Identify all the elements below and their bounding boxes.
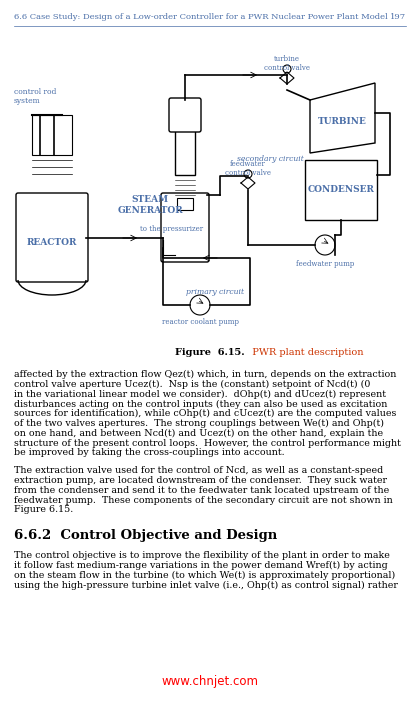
Text: TURBINE: TURBINE: [318, 117, 366, 126]
Circle shape: [190, 295, 210, 315]
Text: sources for identification), while cOhp(t) and cUcez(t) are the computed values: sources for identification), while cOhp(…: [14, 409, 396, 418]
Text: Figure 6.15.: Figure 6.15.: [14, 505, 73, 515]
Polygon shape: [310, 83, 375, 153]
Text: www.chnjet.com: www.chnjet.com: [162, 675, 258, 688]
Text: from the condenser and send it to the feedwater tank located upstream of the: from the condenser and send it to the fe…: [14, 486, 389, 495]
Text: 197: 197: [390, 13, 406, 21]
Text: REACTOR: REACTOR: [27, 238, 77, 247]
Text: affected by the extraction flow Qez(t) which, in turn, depends on the extraction: affected by the extraction flow Qez(t) w…: [14, 370, 396, 379]
Text: in the variational linear model we consider).  dOhp(t) and dUcez(t) represent: in the variational linear model we consi…: [14, 390, 386, 399]
Text: secondary circuit: secondary circuit: [236, 155, 303, 163]
Text: turbine
control valve: turbine control valve: [264, 55, 310, 72]
Bar: [177, 198, 193, 210]
Text: to the pressurizer: to the pressurizer: [140, 225, 203, 233]
Text: be improved by taking the cross-couplings into account.: be improved by taking the cross-coupling…: [14, 449, 285, 458]
Bar: [175, 125, 195, 175]
Text: it follow fast medium-range variations in the power demand Wref(t) by acting: it follow fast medium-range variations i…: [14, 561, 388, 570]
FancyBboxPatch shape: [161, 193, 209, 262]
Text: STEAM
GENERATOR: STEAM GENERATOR: [117, 195, 183, 215]
Text: on one hand, and between Ncd(t) and Ucez(t) on the other hand, explain the: on one hand, and between Ncd(t) and Ucez…: [14, 429, 383, 438]
Circle shape: [244, 170, 252, 178]
Text: PWR plant description: PWR plant description: [246, 348, 363, 357]
Text: control rod
system: control rod system: [14, 88, 56, 105]
Text: using the high-pressure turbine inlet valve (i.e., Ohp(t) as control signal) rat: using the high-pressure turbine inlet va…: [14, 581, 398, 590]
Text: extraction pump, are located downstream of the condenser.  They suck water: extraction pump, are located downstream …: [14, 476, 387, 485]
FancyBboxPatch shape: [32, 115, 72, 155]
Text: reactor coolant pump: reactor coolant pump: [162, 318, 239, 326]
Circle shape: [283, 65, 291, 73]
FancyBboxPatch shape: [16, 193, 88, 282]
Text: feedwater pump.  These components of the secondary circuit are not shown in: feedwater pump. These components of the …: [14, 496, 393, 505]
Text: 6.6.2  Control Objective and Design: 6.6.2 Control Objective and Design: [14, 529, 277, 542]
Text: The control objective is to improve the flexibility of the plant in order to mak: The control objective is to improve the …: [14, 551, 390, 560]
Text: control valve aperture Ucez(t).  Nsp is the (constant) setpoint of Ncd(t) (0: control valve aperture Ucez(t). Nsp is t…: [14, 380, 370, 389]
Circle shape: [315, 235, 335, 255]
Text: 6.6 Case Study: Design of a Low-order Controller for a PWR Nuclear Power Plant M: 6.6 Case Study: Design of a Low-order Co…: [14, 13, 388, 21]
Text: The extraction valve used for the control of Ncd, as well as a constant-speed: The extraction valve used for the contro…: [14, 466, 383, 475]
Text: on the steam flow in the turbine (to which We(t) is approximately proportional): on the steam flow in the turbine (to whi…: [14, 571, 395, 580]
Text: structure of the present control loops.  However, the control performance might: structure of the present control loops. …: [14, 439, 401, 448]
Text: feedwater
control valve: feedwater control valve: [225, 160, 271, 177]
FancyBboxPatch shape: [169, 98, 201, 132]
Text: feedwater pump: feedwater pump: [296, 260, 354, 268]
Text: disturbances acting on the control inputs (they can also be used as excitation: disturbances acting on the control input…: [14, 399, 387, 409]
Text: CONDENSER: CONDENSER: [307, 185, 375, 194]
Bar: [305, 160, 377, 220]
Text: Figure  6.15.: Figure 6.15.: [175, 348, 245, 357]
Text: primary circuit: primary circuit: [186, 288, 244, 296]
Text: of the two valves apertures.  The strong couplings between We(t) and Ohp(t): of the two valves apertures. The strong …: [14, 419, 384, 428]
